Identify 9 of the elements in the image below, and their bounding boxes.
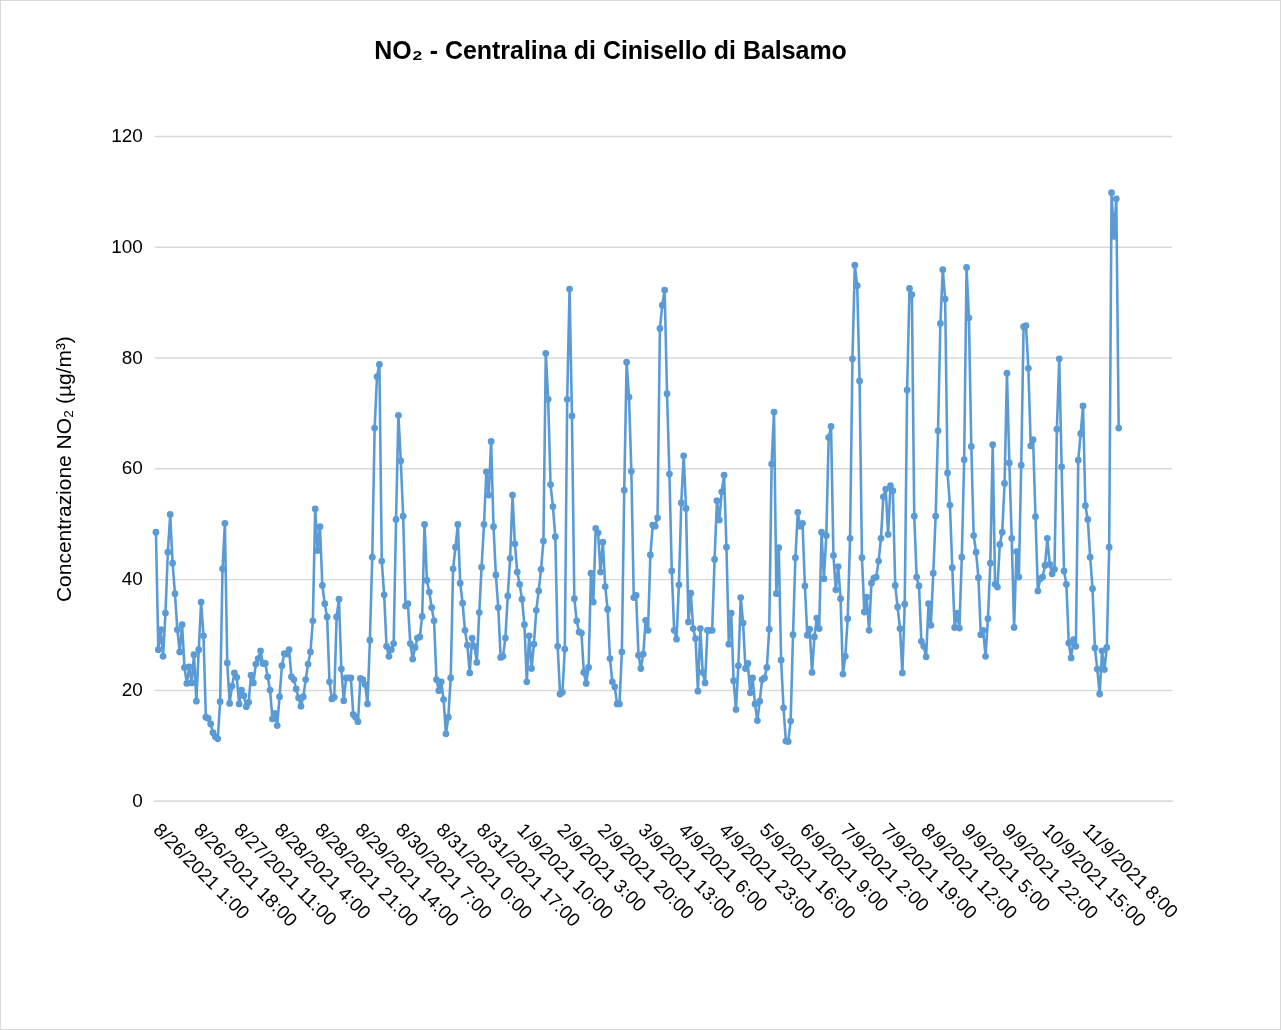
y-tick-label: 0: [132, 789, 143, 811]
y-tick-label: 60: [121, 457, 143, 479]
y-tick-label: 100: [111, 235, 143, 257]
y-axis-title: Concentrazione NO₂ (µg/m³): [52, 336, 76, 603]
y-tick-label: 20: [121, 678, 143, 700]
y-tick-label: 40: [121, 568, 143, 590]
y-tick-label: 120: [111, 124, 143, 146]
chart-title: NO₂ - Centralina di Cinisello di Balsamo: [374, 35, 847, 64]
y-tick-label: 80: [121, 346, 143, 368]
